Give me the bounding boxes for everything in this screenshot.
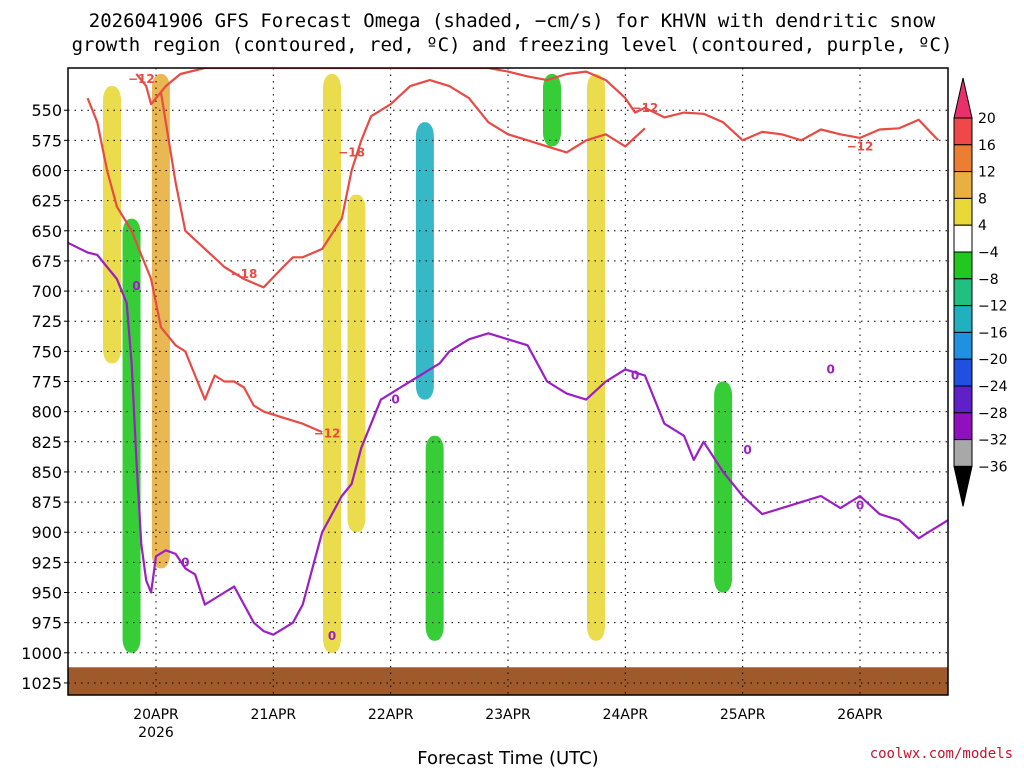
grid-lines	[68, 68, 948, 695]
y-tick-650: 650	[31, 222, 62, 241]
y-tick-1000: 1000	[21, 644, 62, 663]
y-tick-1025: 1025	[21, 674, 62, 693]
colorbar-tick-2: 12	[978, 165, 996, 181]
contour-series-1	[159, 78, 646, 289]
colorbar-segment-10	[953, 358, 973, 387]
y-tick-725: 725	[31, 312, 62, 331]
ground-terrain	[68, 667, 948, 695]
contour-label-7: 0	[181, 555, 189, 569]
colorbar-segment-12	[953, 412, 973, 441]
colorbar-tick-9: −20	[978, 352, 1008, 368]
credit-text[interactable]: coolwx.com/models	[870, 746, 1013, 762]
contour-series-0	[135, 68, 939, 142]
y-tick-625: 625	[31, 192, 62, 211]
shading-green-23apr	[543, 74, 561, 147]
colorbar-legend: 20 16 12 8 4 −4 −8 −12 −16 −20 −24 −28 −32 −36	[953, 77, 1008, 507]
colorbar-segment-2	[953, 144, 973, 173]
shading-green-25apr	[714, 381, 733, 593]
contour-label-4: −12	[632, 101, 659, 115]
title-line-2: growth region (contoured, red, ºC) and f…	[72, 34, 953, 56]
shading-yellow-22apr	[347, 194, 366, 533]
y-tick-975: 975	[31, 614, 62, 633]
x-tick-23APR: 23APR	[485, 707, 531, 723]
colorbar-segment-5	[953, 224, 973, 253]
y-tick-600: 600	[31, 161, 62, 180]
colorbar-tick-1: 16	[978, 138, 996, 154]
colorbar-segment-4	[953, 197, 973, 226]
colorbar-tick-0: 20	[978, 111, 996, 127]
shading-green-22apr-low	[425, 435, 444, 641]
omega-shading-layer	[103, 74, 733, 653]
shading-green-20apr	[122, 218, 141, 653]
colorbar-segment-7	[953, 278, 973, 307]
y-tick-950: 950	[31, 584, 62, 603]
contour-label-3: −12	[314, 426, 341, 440]
y-axis-pressure: 550 575 600 625 650 675 700 725 750 775 800 825 850 8…	[21, 101, 68, 693]
y-tick-875: 875	[31, 493, 62, 512]
y-tick-550: 550	[31, 101, 62, 120]
x-tick-26APR: 26APR	[837, 707, 883, 723]
contour-lines: −12 −18 −18 −12 −12 −12 0 0 0 0 0 0 0 0	[68, 68, 948, 643]
y-tick-575: 575	[31, 131, 62, 150]
colorbar-top-arrow	[953, 77, 973, 119]
y-tick-750: 750	[31, 342, 62, 361]
colorbar-bottom-arrow	[953, 465, 973, 507]
y-tick-775: 775	[31, 373, 62, 392]
shading-yellow-23apr	[587, 74, 605, 641]
chart-title: 2026041906 GFS Forecast Omega (shaded, −…	[72, 10, 953, 56]
contour-label-1: −18	[338, 145, 365, 159]
contour-series-3	[68, 241, 948, 636]
colorbar-tick-6: −8	[978, 272, 999, 288]
x-tick-year: 2026	[138, 725, 174, 741]
x-tick-21APR: 21APR	[251, 707, 297, 723]
shading-yellow-early	[103, 86, 121, 364]
colorbar-tick-7: −12	[978, 299, 1008, 315]
colorbar-tick-4: 4	[978, 218, 987, 234]
colorbar-segment-6	[953, 251, 973, 280]
x-tick-24APR: 24APR	[603, 707, 649, 723]
colorbar-tick-5: −4	[978, 245, 999, 261]
colorbar-segment-3	[953, 171, 973, 199]
contour-label-10: 0	[631, 368, 639, 382]
colorbar-tick-11: −28	[978, 406, 1008, 422]
y-tick-700: 700	[31, 282, 62, 301]
colorbar-segment-11	[953, 385, 973, 414]
contour-label-2: −18	[231, 267, 258, 281]
title-line-1: 2026041906 GFS Forecast Omega (shaded, −…	[89, 10, 936, 32]
colorbar-tick-12: −32	[978, 433, 1008, 449]
contour-label-9: 0	[391, 393, 399, 407]
y-tick-850: 850	[31, 463, 62, 482]
contour-label-6: 0	[132, 279, 140, 293]
x-tick-20APR: 20APR	[133, 707, 179, 723]
x-tick-22APR: 22APR	[368, 707, 414, 723]
shading-orange-early	[151, 74, 170, 569]
contour-label-0: −12	[128, 72, 155, 86]
contour-label-13: 0	[856, 499, 864, 513]
y-tick-825: 825	[31, 433, 62, 452]
shading-yellow-mid	[323, 74, 341, 653]
colorbar-segment-9	[953, 331, 973, 360]
x-axis-time: 20APR 2026 21APR 22APR 23APR 24APR 25APR 26APR	[133, 707, 883, 741]
colorbar-tick-10: −24	[978, 379, 1008, 395]
y-tick-800: 800	[31, 403, 62, 422]
y-tick-925: 925	[31, 553, 62, 572]
y-tick-675: 675	[31, 252, 62, 271]
colorbar-tick-8: −16	[978, 325, 1008, 341]
shading-cyan-22apr	[415, 122, 434, 400]
x-tick-25APR: 25APR	[720, 707, 766, 723]
colorbar-segment-13	[953, 439, 973, 467]
contour-label-5: −12	[847, 139, 874, 153]
x-axis-label: Forecast Time (UTC)	[417, 748, 598, 768]
colorbar-tick-13: −36	[978, 459, 1008, 475]
contour-label-8: 0	[328, 629, 336, 643]
contour-label-12: 0	[826, 362, 834, 376]
ground-surface	[68, 667, 948, 695]
contour-series-2	[86, 97, 323, 434]
colorbar-tick-3: 8	[978, 191, 987, 207]
y-tick-900: 900	[31, 523, 62, 542]
colorbar-segment-1	[953, 117, 973, 146]
colorbar-segment-8	[953, 305, 973, 333]
contour-label-11: 0	[743, 443, 751, 457]
